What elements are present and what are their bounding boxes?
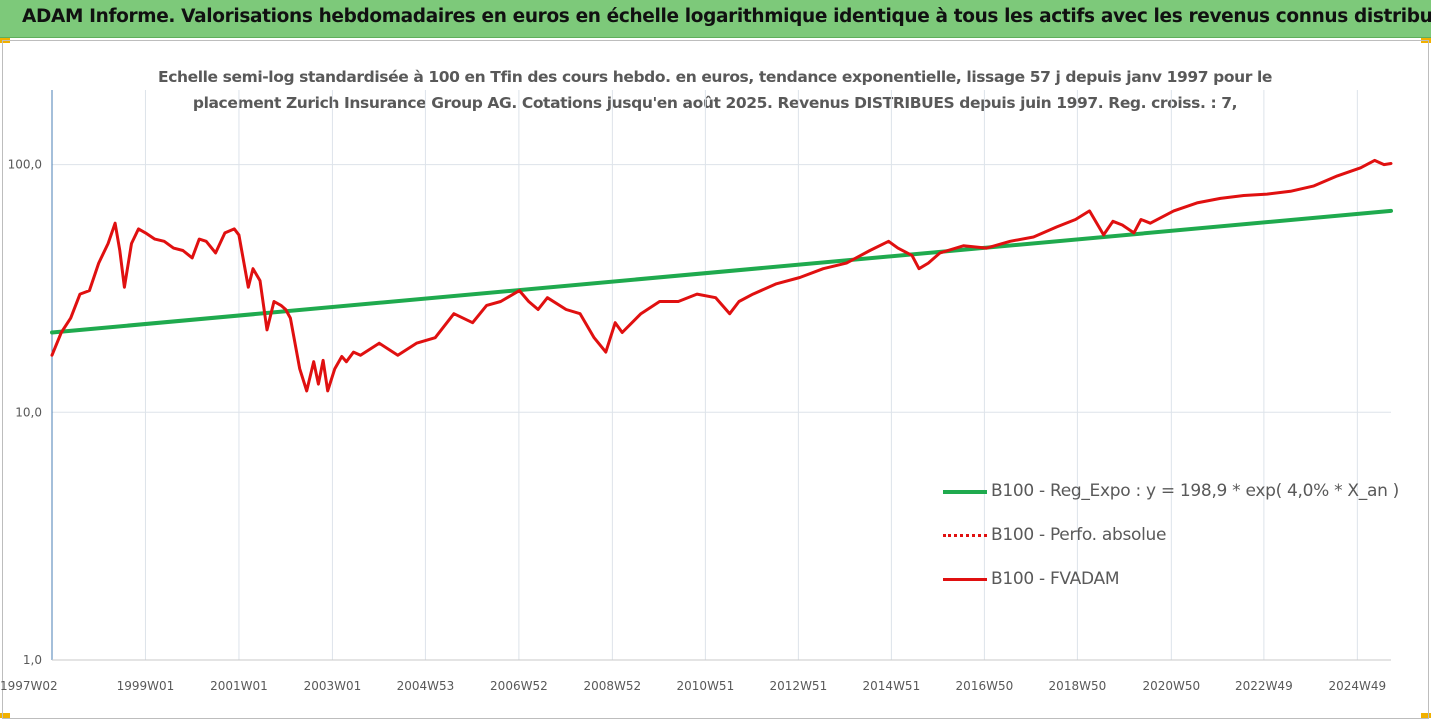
x-tick-label: 2020W50 <box>1142 679 1200 693</box>
chart-title-line-2: placement Zurich Insurance Group AG. Cot… <box>192 94 1238 112</box>
legend-swatch <box>943 578 987 581</box>
x-tick-label: 1997W02 <box>0 679 58 693</box>
x-tick-label: 1999W01 <box>117 679 175 693</box>
legend-swatch <box>943 534 987 537</box>
chart-title-line-1: Echelle semi-log standardisée à 100 en T… <box>158 68 1272 86</box>
report-title: ADAM Informe. Valorisations hebdomadaire… <box>22 6 1431 27</box>
corner-marker <box>1421 713 1431 718</box>
x-tick-label: 2003W01 <box>304 679 362 693</box>
x-tick-label: 2024W49 <box>1329 679 1387 693</box>
x-tick-label: 2022W49 <box>1235 679 1293 693</box>
x-tick-label: 2008W52 <box>584 679 642 693</box>
legend-label: B100 - Reg_Expo : y = 198,9 * exp( 4,0% … <box>991 481 1399 501</box>
x-tick-label: 2006W52 <box>490 679 548 693</box>
x-tick-label: 2012W51 <box>770 679 828 693</box>
chart-title: Echelle semi-log standardisée à 100 en T… <box>150 64 1280 116</box>
y-tick-label: 10,0 <box>15 405 42 419</box>
series-line-3 <box>50 158 1393 393</box>
report-banner: ADAM Informe. Valorisations hebdomadaire… <box>0 0 1431 38</box>
legend-label: B100 - Perfo. absolue <box>991 525 1167 545</box>
x-tick-label: 2014W51 <box>863 679 921 693</box>
x-tick-label: 2010W51 <box>677 679 735 693</box>
y-tick-label: 1,0 <box>23 653 42 667</box>
x-tick-label: 2016W50 <box>956 679 1014 693</box>
legend-swatch <box>943 490 987 494</box>
x-tick-label: 2018W50 <box>1049 679 1107 693</box>
series-line-1 <box>50 208 1393 335</box>
chart-frame <box>2 40 1429 719</box>
corner-marker <box>0 713 10 718</box>
x-tick-label: 2004W53 <box>397 679 455 693</box>
legend-label: B100 - FVADAM <box>991 569 1120 589</box>
x-tick-label: 2001W01 <box>210 679 268 693</box>
y-tick-label: 100,0 <box>8 158 42 172</box>
